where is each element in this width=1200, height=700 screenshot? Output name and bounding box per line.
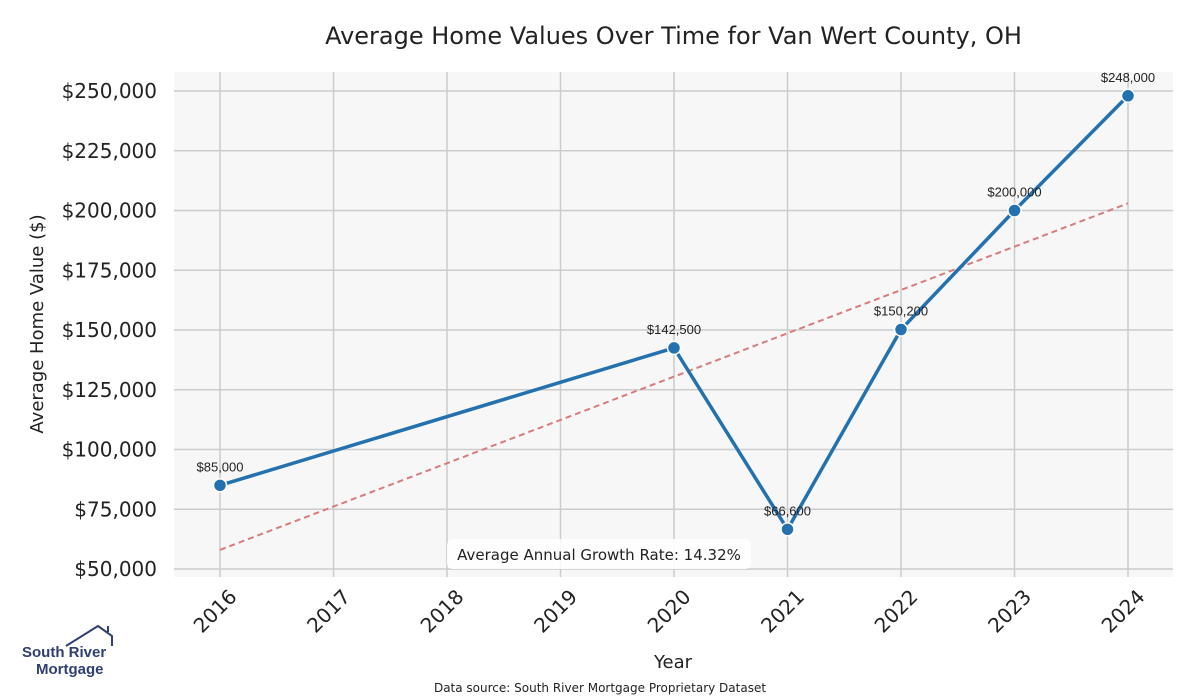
data-label-2016: $85,000 [197, 459, 244, 474]
data-label-2023: $200,000 [987, 185, 1041, 200]
annotation-box [447, 539, 751, 569]
x-tick-2023: 2023 [983, 585, 1036, 638]
data-point-2024 [1120, 88, 1136, 104]
x-tick-2019: 2019 [529, 585, 582, 638]
data-point-2022 [893, 322, 909, 337]
x-tick-2016: 2016 [189, 585, 242, 638]
data-point-2021 [780, 522, 795, 537]
y-tick-125000: $125,000 [62, 378, 157, 402]
x-tick-2021: 2021 [756, 585, 809, 638]
y-tick-200000: $200,000 [62, 199, 157, 223]
series-line-home-values [219, 94, 1130, 532]
y-tick-50000: $50,000 [74, 557, 157, 581]
x-tick-2022: 2022 [870, 585, 923, 638]
y-tick-225000: $225,000 [62, 139, 157, 163]
logo-line-1: South River [22, 644, 107, 661]
data-point-2023 [1007, 203, 1022, 218]
data-label-2022: $150,200 [874, 304, 928, 319]
x-tick-2018: 2018 [416, 585, 469, 638]
data-point-2020 [666, 340, 682, 356]
data-label-2024: $248,000 [1101, 70, 1155, 85]
growth-rate-annotation: Average Annual Growth Rate: 14.32% [457, 546, 741, 564]
x-tick-2017: 2017 [302, 585, 355, 638]
x-tick-2024: 2024 [1097, 585, 1150, 638]
y-axis-label: Average Home Value ($) [27, 214, 48, 433]
data-point-2016 [212, 478, 228, 493]
y-tick-100000: $100,000 [62, 438, 157, 462]
y-tick-250000: $250,000 [62, 79, 157, 103]
data-label-2020: $142,500 [647, 322, 701, 337]
y-tick-75000: $75,000 [74, 497, 157, 521]
logo-line-2: Mortgage [36, 661, 104, 678]
y-tick-150000: $150,000 [62, 318, 157, 342]
data-source-note: Data source: South River Mortgage Propri… [433, 681, 767, 695]
x-axis-label: Year [653, 652, 693, 673]
y-tick-175000: $175,000 [62, 258, 157, 282]
chart-title: Average Home Values Over Time for Van We… [325, 22, 1022, 50]
house-roof-icon [65, 624, 113, 647]
data-label-2021: $66,600 [764, 503, 811, 518]
x-tick-2020: 2020 [643, 585, 696, 638]
south-river-mortgage-logo: South River Mortgage [22, 622, 122, 682]
trend-line [219, 202, 1129, 551]
